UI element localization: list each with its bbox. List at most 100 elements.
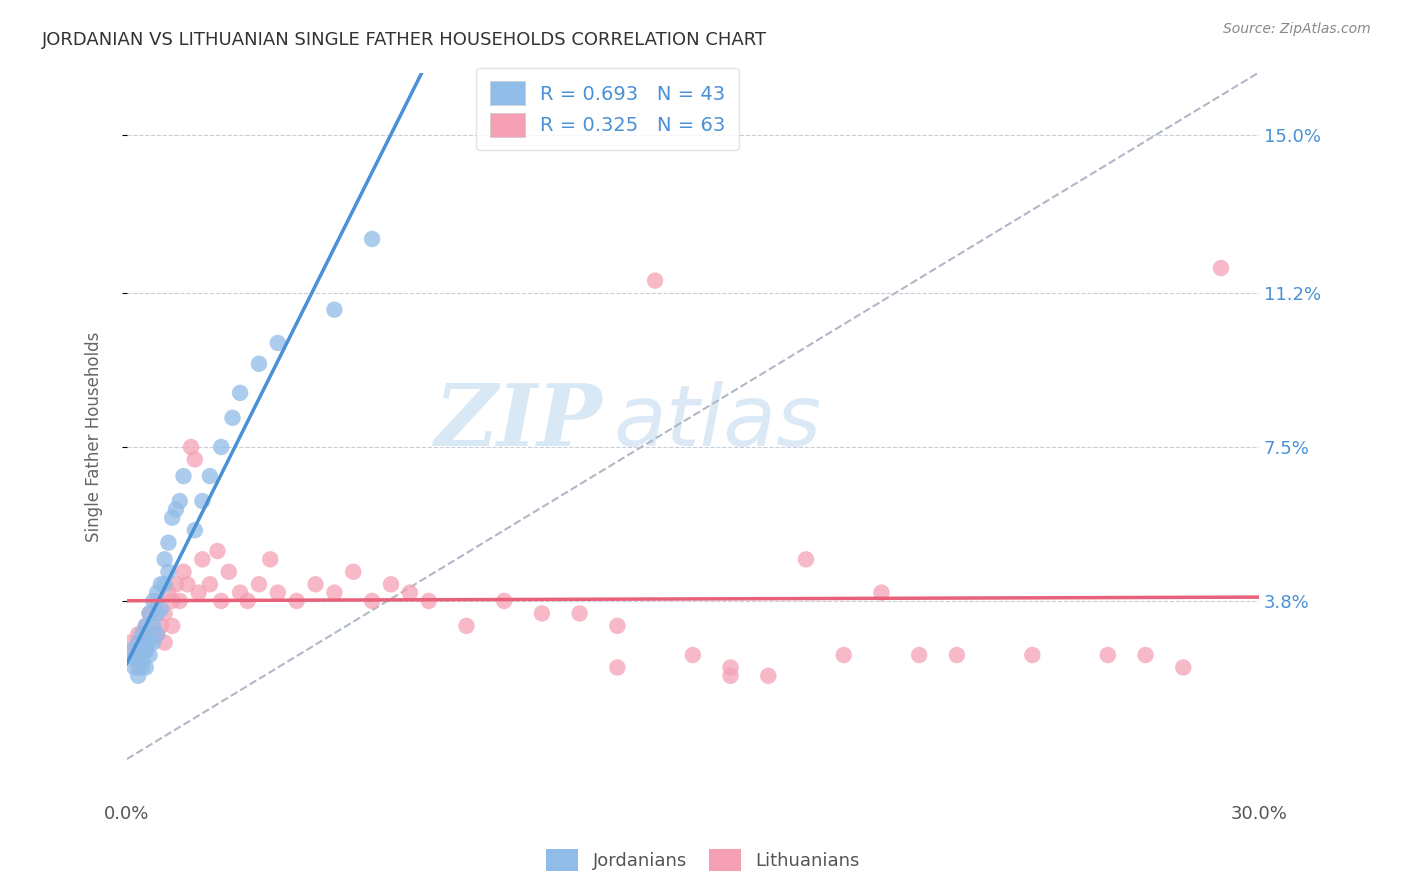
Point — [165, 577, 187, 591]
Point — [207, 544, 229, 558]
Point — [138, 635, 160, 649]
Point — [138, 607, 160, 621]
Point — [173, 469, 195, 483]
Point — [198, 469, 221, 483]
Point — [169, 594, 191, 608]
Point — [135, 635, 157, 649]
Point — [146, 594, 169, 608]
Point — [184, 523, 207, 537]
Point — [456, 619, 478, 633]
Point — [153, 607, 176, 621]
Point — [606, 619, 628, 633]
Point — [259, 552, 281, 566]
Point — [191, 494, 214, 508]
Point — [229, 585, 252, 599]
Point — [142, 635, 165, 649]
Point — [218, 565, 240, 579]
Legend: Jordanians, Lithuanians: Jordanians, Lithuanians — [538, 842, 868, 879]
Point — [187, 585, 209, 599]
Point — [418, 594, 440, 608]
Point — [124, 648, 146, 662]
Point — [720, 660, 742, 674]
Point — [146, 627, 169, 641]
Point — [135, 644, 157, 658]
Point — [138, 648, 160, 662]
Point — [146, 585, 169, 599]
Point — [165, 502, 187, 516]
Point — [682, 648, 704, 662]
Point — [127, 652, 149, 666]
Point — [361, 232, 384, 246]
Point — [1097, 648, 1119, 662]
Point — [229, 385, 252, 400]
Point — [157, 585, 180, 599]
Point — [149, 602, 172, 616]
Point — [908, 648, 931, 662]
Point — [1173, 660, 1195, 674]
Point — [153, 577, 176, 591]
Point — [169, 494, 191, 508]
Point — [832, 648, 855, 662]
Point — [173, 565, 195, 579]
Point — [124, 660, 146, 674]
Point — [127, 635, 149, 649]
Point — [323, 302, 346, 317]
Point — [247, 577, 270, 591]
Text: JORDANIAN VS LITHUANIAN SINGLE FATHER HOUSEHOLDS CORRELATION CHART: JORDANIAN VS LITHUANIAN SINGLE FATHER HO… — [42, 31, 768, 49]
Point — [342, 565, 364, 579]
Point — [323, 585, 346, 599]
Point — [568, 607, 591, 621]
Point — [399, 585, 422, 599]
Point — [191, 552, 214, 566]
Point — [149, 577, 172, 591]
Point — [153, 635, 176, 649]
Point — [361, 594, 384, 608]
Point — [160, 619, 183, 633]
Point — [209, 440, 232, 454]
Point — [870, 585, 893, 599]
Point — [794, 552, 817, 566]
Point — [176, 577, 198, 591]
Point — [644, 274, 666, 288]
Point — [135, 619, 157, 633]
Point — [157, 565, 180, 579]
Point — [236, 594, 259, 608]
Point — [304, 577, 326, 591]
Point — [127, 660, 149, 674]
Point — [606, 660, 628, 674]
Point — [160, 594, 183, 608]
Legend: R = 0.693   N = 43, R = 0.325   N = 63: R = 0.693 N = 43, R = 0.325 N = 63 — [477, 68, 740, 150]
Text: Source: ZipAtlas.com: Source: ZipAtlas.com — [1223, 22, 1371, 37]
Point — [131, 644, 153, 658]
Point — [135, 619, 157, 633]
Point — [127, 669, 149, 683]
Point — [1209, 261, 1232, 276]
Point — [247, 357, 270, 371]
Point — [946, 648, 969, 662]
Point — [142, 619, 165, 633]
Point — [138, 607, 160, 621]
Point — [720, 669, 742, 683]
Point — [146, 627, 169, 641]
Point — [198, 577, 221, 591]
Point — [209, 594, 232, 608]
Y-axis label: Single Father Households: Single Father Households — [86, 332, 103, 541]
Point — [127, 627, 149, 641]
Point — [494, 594, 516, 608]
Point — [142, 627, 165, 641]
Point — [153, 552, 176, 566]
Point — [135, 660, 157, 674]
Text: ZIP: ZIP — [434, 380, 602, 464]
Point — [530, 607, 553, 621]
Point — [267, 335, 290, 350]
Point — [131, 660, 153, 674]
Point — [142, 594, 165, 608]
Point — [131, 635, 153, 649]
Point — [131, 627, 153, 641]
Point — [1135, 648, 1157, 662]
Point — [1021, 648, 1043, 662]
Point — [135, 644, 157, 658]
Point — [160, 510, 183, 524]
Point — [146, 607, 169, 621]
Point — [149, 619, 172, 633]
